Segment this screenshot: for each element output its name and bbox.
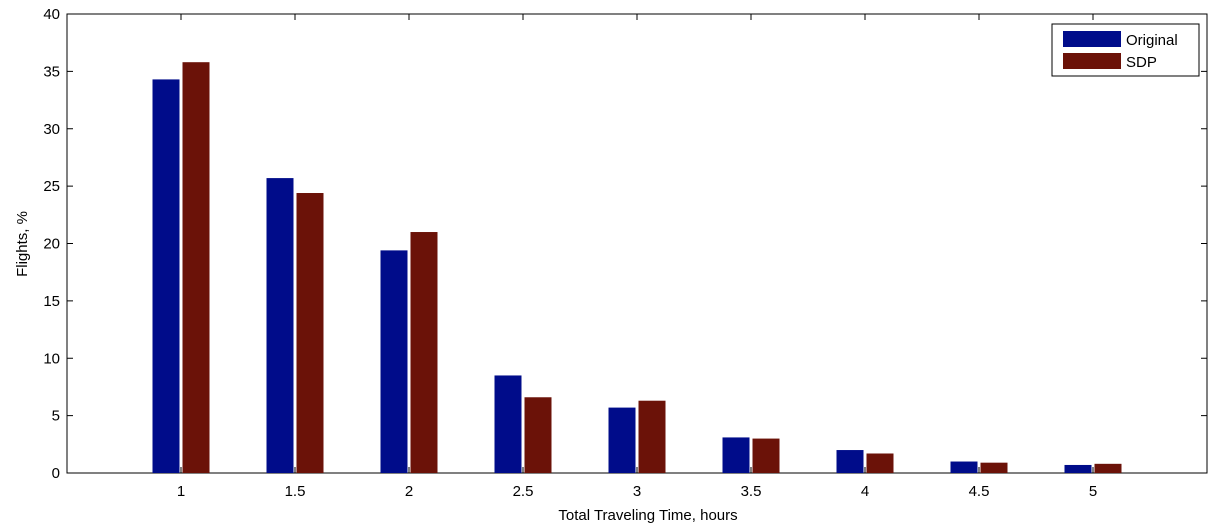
bar-sdp-2.5 bbox=[524, 397, 552, 473]
bar-sdp-3.5 bbox=[752, 438, 780, 473]
x-axis-label: Total Traveling Time, hours bbox=[558, 507, 737, 524]
bar-original-3 bbox=[608, 407, 636, 473]
y-tick-label: 5 bbox=[52, 408, 60, 425]
legend-label-original: Original bbox=[1126, 32, 1178, 49]
bar-original-3.5 bbox=[722, 437, 750, 473]
bar-original-4.5 bbox=[950, 461, 978, 473]
legend-swatch-original bbox=[1063, 31, 1121, 47]
x-tick-label: 1.5 bbox=[285, 483, 306, 500]
legend: Original SDP bbox=[1051, 23, 1200, 77]
y-tick-label: 40 bbox=[43, 6, 60, 23]
bar-sdp-4.5 bbox=[980, 462, 1008, 473]
bar-sdp-4 bbox=[866, 453, 894, 473]
bar-original-1 bbox=[152, 79, 180, 473]
y-axis-ticks: 0 5 10 15 20 25 30 35 40 bbox=[43, 6, 1207, 482]
y-tick-label: 0 bbox=[52, 465, 60, 482]
plot-frame bbox=[66, 13, 1208, 474]
plot-area bbox=[66, 13, 1208, 474]
bar-original-5 bbox=[1064, 464, 1092, 473]
bar-original-2.5 bbox=[494, 375, 522, 473]
x-tick-label: 3 bbox=[633, 483, 641, 500]
x-tick-label: 4 bbox=[861, 483, 869, 500]
y-tick-label: 15 bbox=[43, 293, 60, 310]
y-axis-label: Flights, % bbox=[14, 211, 31, 277]
bar-original-4 bbox=[836, 450, 864, 473]
x-tick-label: 1 bbox=[177, 483, 185, 500]
y-tick-label: 30 bbox=[43, 121, 60, 138]
y-tick-label: 20 bbox=[43, 236, 60, 253]
legend-swatch-sdp bbox=[1063, 53, 1121, 69]
bar-sdp-3 bbox=[638, 400, 666, 473]
x-tick-label: 2.5 bbox=[513, 483, 534, 500]
bar-sdp-2 bbox=[410, 232, 438, 473]
bar-sdp-1.5 bbox=[296, 193, 324, 473]
x-axis-ticks: 1 1.5 2 2.5 3 3.5 4 4.5 5 bbox=[177, 14, 1097, 500]
y-tick-label: 35 bbox=[43, 63, 60, 80]
x-tick-label: 2 bbox=[405, 483, 413, 500]
x-tick-label: 5 bbox=[1089, 483, 1097, 500]
bar-original-1.5 bbox=[266, 178, 294, 473]
y-tick-label: 25 bbox=[43, 178, 60, 195]
bar-sdp-5 bbox=[1094, 463, 1122, 473]
legend-label-sdp: SDP bbox=[1126, 54, 1157, 71]
x-tick-label: 4.5 bbox=[969, 483, 990, 500]
bars bbox=[152, 62, 1122, 473]
x-tick-label: 3.5 bbox=[741, 483, 762, 500]
y-tick-label: 10 bbox=[43, 350, 60, 367]
bar-sdp-1 bbox=[182, 62, 210, 473]
bar-original-2 bbox=[380, 250, 408, 473]
